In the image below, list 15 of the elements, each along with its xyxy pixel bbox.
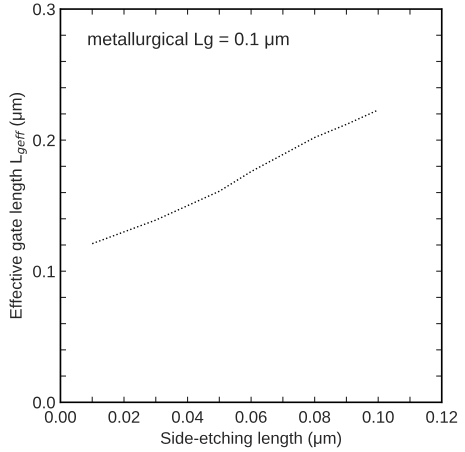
x-tick-label: 0.00: [44, 411, 76, 423]
x-tick-label: 0.06: [236, 411, 267, 423]
annotation: metallurgical Lg = 0.1 μm: [88, 32, 289, 49]
y-tick-label: 0.3: [33, 3, 55, 16]
x-tick-label: 0.08: [299, 411, 330, 423]
x-tick-label: 0.02: [108, 411, 140, 423]
line-series: [92, 109, 379, 244]
y-axis-title: Effective gate length L$_{geff}$ (μm): [10, 92, 27, 318]
y-tick-label: 0.1: [33, 266, 55, 278]
x-tick-label: 0.04: [172, 411, 204, 423]
x-tick-label: 0.10: [362, 411, 394, 423]
y-tick-label: 0.0: [33, 396, 55, 408]
x-axis-title: Side-etching length (μm): [160, 432, 342, 448]
y-tick-label: 0.2: [33, 134, 55, 146]
x-tick-label: 0.12: [426, 411, 458, 423]
